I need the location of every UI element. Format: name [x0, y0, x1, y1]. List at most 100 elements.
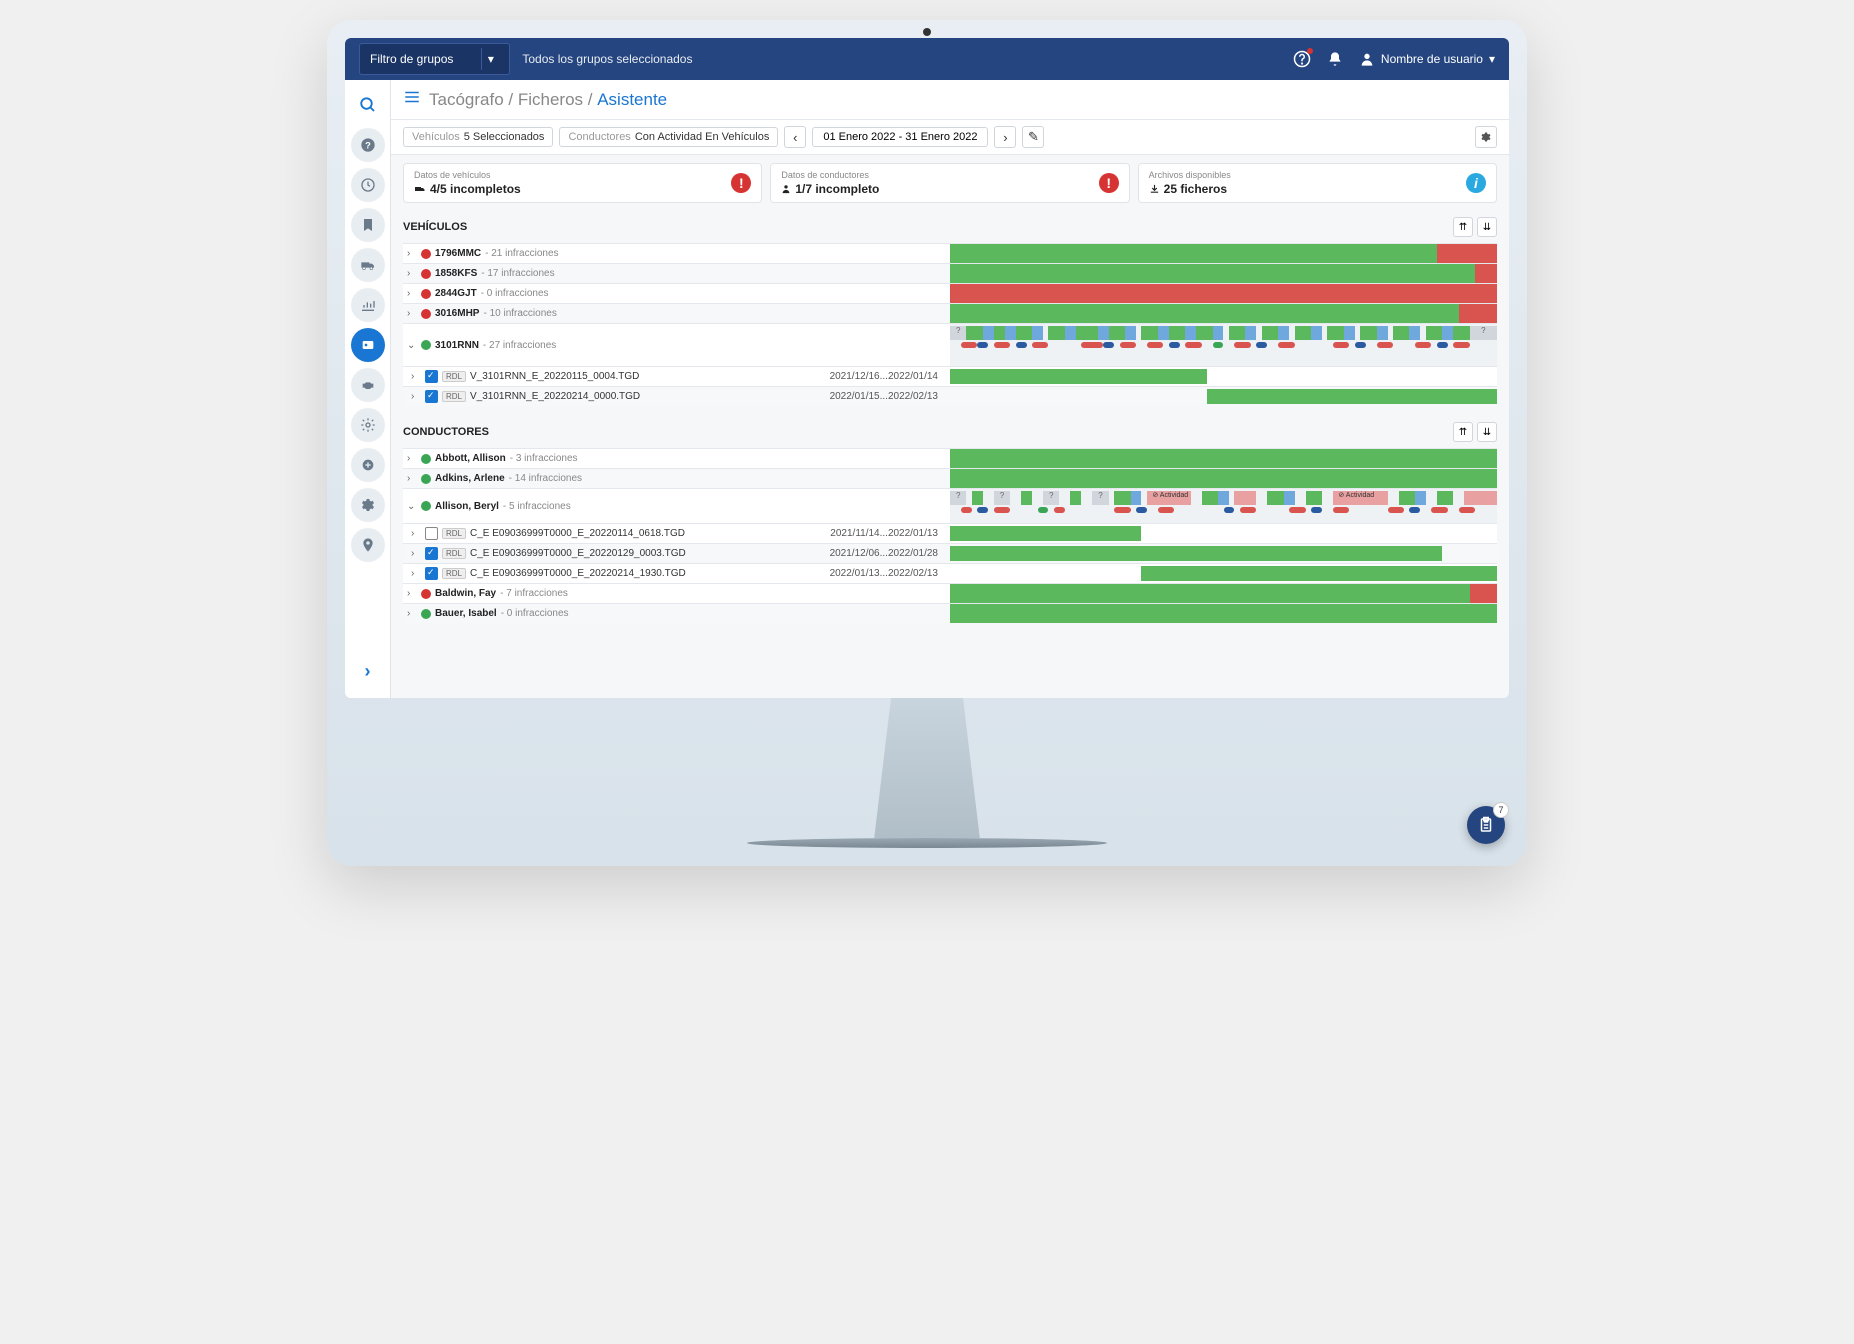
expand-icon[interactable]: ›: [411, 391, 421, 402]
expand-icon[interactable]: ›: [411, 371, 421, 382]
breadcrumb: Tacógrafo / Ficheros / Asistente: [429, 90, 667, 110]
driver-name: Allison, Beryl: [435, 501, 499, 512]
expand-icon[interactable]: ›: [407, 588, 417, 599]
app-body: ? › Tacógrafo: [345, 80, 1509, 698]
list-row[interactable]: › Bauer, Isabel - 0 infracciones: [403, 603, 1497, 623]
hamburger-icon[interactable]: [403, 88, 421, 111]
bell-icon[interactable]: [1327, 51, 1343, 67]
expand-icon[interactable]: ›: [407, 608, 417, 619]
groups-selected-text: Todos los grupos seleccionados: [522, 52, 692, 66]
expand-icon[interactable]: ›: [407, 473, 417, 484]
file-name: V_3101RNN_E_20220115_0004.TGD: [470, 371, 639, 382]
expand-icon[interactable]: ›: [411, 528, 421, 539]
row-infractions: - 7 infracciones: [500, 588, 568, 599]
file-row[interactable]: › RDL V_3101RNN_E_20220115_0004.TGD 2021…: [403, 366, 1497, 386]
collapse-icon[interactable]: ⌄: [407, 501, 417, 512]
alert-icon: !: [731, 173, 751, 193]
sidebar-tacho-icon[interactable]: [351, 328, 385, 362]
file-bar: [950, 544, 1497, 563]
sidebar: ? ›: [345, 80, 391, 698]
file-name: V_3101RNN_E_20220214_0000.TGD: [470, 391, 640, 402]
sidebar-route-icon[interactable]: [351, 208, 385, 242]
vehicle-row-expanded[interactable]: ⌄ 3101RNN - 27 infracciones ??: [403, 323, 1497, 366]
scroll-content: VEHÍCULOS ⇈ ⇊ › 1796MMC - 21 infraccione…: [391, 211, 1509, 698]
breadcrumb-2[interactable]: Ficheros: [518, 90, 583, 109]
file-row[interactable]: › RDL C_E E09036999T0000_E_20220129_0003…: [403, 543, 1497, 563]
file-checkbox[interactable]: [425, 390, 438, 403]
file-date: 2022/01/13...2022/02/13: [830, 568, 946, 579]
collapse-all-button[interactable]: ⇈: [1453, 217, 1473, 237]
expand-all-button[interactable]: ⇊: [1477, 217, 1497, 237]
file-row[interactable]: › RDL C_E E09036999T0000_E_20220114_0618…: [403, 523, 1497, 543]
list-row[interactable]: › 2844GJT - 0 infracciones: [403, 283, 1497, 303]
list-row[interactable]: › Baldwin, Fay - 7 infracciones: [403, 583, 1497, 603]
vehicles-filter-chip[interactable]: Vehículos 5 Seleccionados: [403, 127, 553, 147]
expand-icon[interactable]: ›: [407, 248, 417, 259]
sidebar-location-icon[interactable]: [351, 528, 385, 562]
file-date: 2021/11/14...2022/01/13: [830, 528, 946, 539]
info-icon: i: [1466, 173, 1486, 193]
sidebar-shield-icon[interactable]: [351, 448, 385, 482]
file-row[interactable]: › RDL V_3101RNN_E_20220214_0000.TGD 2022…: [403, 386, 1497, 406]
expand-icon[interactable]: ›: [411, 568, 421, 579]
sidebar-chart-icon[interactable]: [351, 288, 385, 322]
file-checkbox[interactable]: [425, 567, 438, 580]
row-name: 1796MMC: [435, 248, 481, 259]
status-icon: [421, 340, 431, 350]
file-bar: [950, 367, 1497, 386]
file-date: 2021/12/16...2022/01/14: [830, 371, 946, 382]
status-icon: [421, 474, 431, 484]
expand-icon[interactable]: ›: [407, 453, 417, 464]
row-name: 3016MHP: [435, 308, 479, 319]
user-menu[interactable]: Nombre de usuario ▾: [1359, 51, 1495, 67]
vehicle-data-value: 4/5 incompletos: [414, 182, 751, 196]
file-checkbox[interactable]: [425, 547, 438, 560]
sidebar-help-icon[interactable]: ?: [351, 128, 385, 162]
sidebar-gear-icon[interactable]: [351, 408, 385, 442]
collapse-all-button[interactable]: ⇈: [1453, 422, 1473, 442]
chevron-down-icon: ▾: [1489, 52, 1495, 66]
group-filter-button[interactable]: Filtro de grupos ▾: [359, 43, 510, 75]
file-checkbox[interactable]: [425, 527, 438, 540]
sidebar-expand-icon[interactable]: ›: [351, 654, 385, 688]
driver-data-title: Datos de conductores: [781, 170, 1118, 180]
vehicles-filter-label: Vehículos: [412, 131, 460, 143]
list-row[interactable]: › 3016MHP - 10 infracciones: [403, 303, 1497, 323]
expand-icon[interactable]: ›: [407, 288, 417, 299]
file-row[interactable]: › RDL C_E E09036999T0000_E_20220214_1930…: [403, 563, 1497, 583]
date-prev-button[interactable]: ‹: [784, 126, 806, 148]
list-row[interactable]: › Abbott, Allison - 3 infracciones: [403, 448, 1497, 468]
sidebar-settings-icon[interactable]: [351, 488, 385, 522]
expand-icon[interactable]: ›: [411, 548, 421, 559]
expand-icon[interactable]: ›: [407, 308, 417, 319]
breadcrumb-1[interactable]: Tacógrafo: [429, 90, 504, 109]
sidebar-truck-icon[interactable]: [351, 248, 385, 282]
date-next-button[interactable]: ›: [994, 126, 1016, 148]
collapse-icon[interactable]: ⌄: [407, 340, 417, 351]
file-name: C_E E09036999T0000_E_20220129_0003.TGD: [470, 548, 686, 559]
vehicle-data-card: Datos de vehículos 4/5 incompletos !: [403, 163, 762, 203]
list-row[interactable]: › 1858KFS - 17 infracciones: [403, 263, 1497, 283]
notification-dot: [1307, 48, 1313, 54]
help-icon[interactable]: [1293, 50, 1311, 68]
date-range[interactable]: 01 Enero 2022 - 31 Enero 2022: [812, 127, 988, 147]
file-bar: [950, 524, 1497, 543]
list-row[interactable]: › 1796MMC - 21 infracciones: [403, 243, 1497, 263]
expand-icon[interactable]: ›: [407, 268, 417, 279]
drivers-section-title: CONDUCTORES: [403, 426, 489, 438]
vehicles-section-title: VEHÍCULOS: [403, 221, 467, 233]
files-value: 25 ficheros: [1149, 182, 1486, 196]
sidebar-search-icon[interactable]: [351, 88, 385, 122]
sidebar-engine-icon[interactable]: [351, 368, 385, 402]
sidebar-clock-icon[interactable]: [351, 168, 385, 202]
settings-button[interactable]: [1475, 126, 1497, 148]
row-name: Abbott, Allison: [435, 453, 506, 464]
driver-row-expanded[interactable]: ⌄ Allison, Beryl - 5 infracciones ????⊘ …: [403, 488, 1497, 523]
expand-all-button[interactable]: ⇊: [1477, 422, 1497, 442]
list-row[interactable]: › Adkins, Arlene - 14 infracciones: [403, 468, 1497, 488]
file-checkbox[interactable]: [425, 370, 438, 383]
drivers-filter-chip[interactable]: Conductores Con Actividad En Vehículos: [559, 127, 778, 147]
eraser-button[interactable]: ✎: [1022, 126, 1044, 148]
row-infractions: - 10 infracciones: [483, 308, 556, 319]
group-filter-label: Filtro de grupos: [370, 52, 453, 66]
